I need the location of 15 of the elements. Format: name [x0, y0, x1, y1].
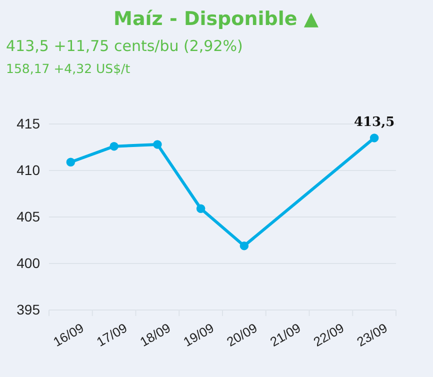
point — [66, 158, 76, 166]
point — [110, 142, 118, 151]
point — [196, 204, 206, 213]
y-tick-label: 405 — [16, 208, 40, 224]
data-label: 413,5 — [354, 114, 395, 130]
text: 158,17 +4,32 US$/t — [6, 61, 130, 76]
y-tick-label: 395 — [16, 301, 40, 318]
point — [370, 134, 379, 142]
chart-title: Maíz - Disponible ▲ — [114, 8, 319, 30]
chart-subtitle: 413,5 +11,75 cents/bu (2,92%) — [6, 37, 243, 55]
y-tick-label: 400 — [16, 254, 40, 271]
y-tick-label: 415 — [16, 115, 40, 132]
y-tick-label: 410 — [16, 162, 40, 178]
point — [153, 140, 162, 149]
point — [240, 241, 249, 250]
